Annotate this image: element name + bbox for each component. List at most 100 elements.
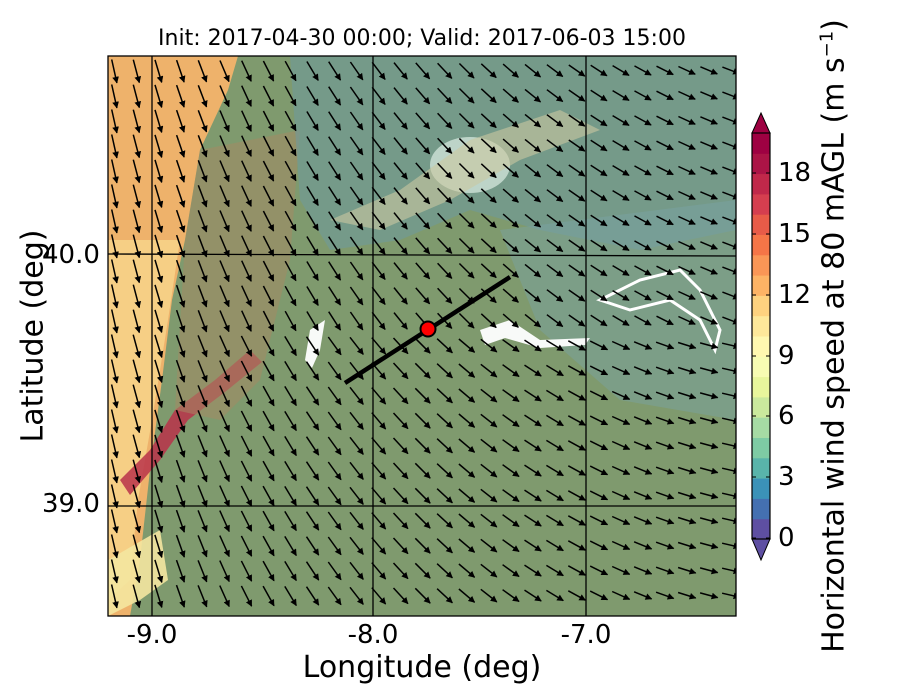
- wind-arrow: [437, 212, 453, 229]
- wind-arrow: [700, 116, 718, 125]
- wind-arrow: [502, 439, 520, 453]
- wind-arrow: [110, 59, 119, 84]
- wind-arrow: [110, 334, 119, 359]
- wind-arrow: [219, 360, 230, 383]
- wind-arrow: [132, 284, 142, 309]
- wind-arrow: [589, 465, 609, 476]
- wind-arrow: [240, 360, 253, 382]
- wind-arrow: [502, 88, 519, 103]
- wind-arrow: [721, 567, 736, 575]
- wind-arrow: [371, 61, 386, 80]
- wind-arrow: [721, 467, 736, 475]
- wind-arrow: [110, 109, 119, 134]
- x-tick-label: -8.0: [347, 620, 399, 650]
- wind-arrow: [349, 186, 364, 206]
- wind-arrow: [677, 341, 697, 350]
- wind-arrow: [458, 538, 476, 553]
- wind-arrow: [589, 590, 609, 601]
- wind-arrow: [132, 84, 142, 109]
- wind-arrow: [349, 111, 364, 131]
- wind-arrow: [175, 534, 186, 558]
- wind-arrow: [306, 261, 319, 281]
- wind-arrow: [677, 366, 697, 375]
- wind-arrow: [611, 440, 631, 450]
- wind-arrow: [349, 561, 364, 580]
- wind-arrow: [305, 336, 320, 356]
- wind-arrow: [437, 87, 453, 104]
- wind-arrow: [219, 410, 230, 433]
- wind-arrow: [436, 363, 453, 379]
- wind-arrow: [197, 410, 208, 433]
- wind-arrow: [262, 510, 275, 532]
- wind-arrow: [546, 439, 564, 452]
- wind-arrow: [458, 588, 476, 603]
- wind-arrow: [634, 315, 652, 326]
- wind-arrow: [262, 335, 275, 357]
- wind-arrow: [197, 310, 208, 333]
- colorbar-segment: [752, 336, 770, 357]
- wind-arrow: [524, 238, 542, 253]
- wind-arrow: [154, 59, 164, 84]
- wind-arrow: [700, 291, 718, 300]
- wind-arrow: [306, 186, 319, 206]
- wind-arrow: [154, 284, 164, 309]
- wind-arrow: [458, 187, 475, 204]
- wind-arrow: [349, 61, 364, 81]
- wind-arrow: [480, 163, 497, 179]
- wind-arrow: [241, 235, 252, 257]
- wind-arrow: [305, 361, 320, 381]
- wind-arrow: [262, 235, 275, 257]
- wind-arrow: [524, 188, 542, 203]
- wind-arrow: [721, 492, 736, 500]
- wind-arrow: [590, 289, 608, 302]
- wind-arrow: [284, 60, 297, 82]
- wind-arrow: [241, 135, 252, 157]
- wind-arrow: [154, 359, 164, 384]
- wind-arrow: [678, 290, 696, 300]
- wind-arrow: [722, 216, 736, 225]
- wind-arrow: [502, 539, 520, 553]
- wind-arrow: [349, 261, 364, 281]
- wind-arrow: [480, 463, 498, 478]
- wind-arrow: [567, 515, 586, 526]
- wind-arrow: [349, 136, 364, 156]
- wind-arrow: [480, 188, 497, 204]
- graticule: [108, 56, 736, 616]
- reservoir: [480, 320, 590, 348]
- wind-arrow: [240, 410, 253, 432]
- wind-arrow: [241, 85, 252, 107]
- wind-arrow: [371, 161, 386, 180]
- colorbar-segment: [752, 396, 770, 418]
- wind-arrow: [262, 360, 275, 382]
- wind-arrow: [305, 386, 320, 406]
- wind-arrow: [175, 409, 186, 433]
- wind-arrow: [327, 586, 342, 606]
- wind-arrow: [700, 241, 718, 250]
- wind-arrow: [458, 137, 475, 154]
- wind-arrow: [328, 86, 342, 106]
- wind-arrow: [154, 134, 164, 159]
- wind-arrow: [349, 486, 364, 505]
- wind-arrow: [284, 135, 297, 157]
- wind-arrow: [284, 185, 297, 207]
- wind-arrow: [546, 364, 564, 377]
- wind-arrow: [262, 210, 275, 232]
- wind-arrow: [392, 437, 409, 455]
- wind-arrow: [175, 584, 186, 608]
- wind-arrow: [634, 65, 652, 76]
- wind-arrow: [154, 559, 164, 584]
- wind-arrow: [132, 559, 142, 584]
- wind-arrow: [240, 585, 253, 607]
- wind-arrow: [110, 584, 119, 609]
- wind-arrow: [262, 135, 275, 157]
- wind-arrow: [458, 112, 475, 129]
- wind-arrow: [546, 289, 564, 303]
- wind-arrow: [722, 191, 736, 200]
- wind-arrow: [371, 487, 387, 505]
- wind-arrow: [328, 211, 342, 231]
- wind-arrow: [436, 538, 453, 554]
- wind-arrow: [699, 367, 719, 375]
- wind-arrow: [458, 212, 475, 229]
- wind-arrow: [546, 189, 564, 203]
